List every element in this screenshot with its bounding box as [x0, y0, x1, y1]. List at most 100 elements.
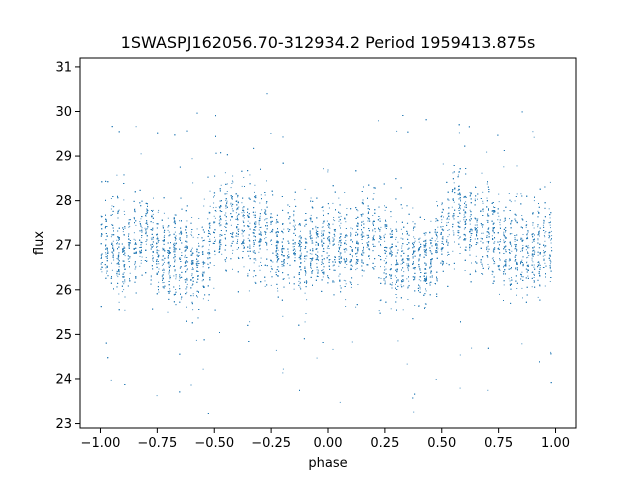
data-point — [379, 230, 381, 232]
data-point — [192, 182, 194, 184]
data-point — [545, 231, 547, 232]
data-point — [514, 244, 516, 246]
data-point — [539, 267, 541, 268]
data-point — [361, 243, 363, 244]
data-point — [299, 283, 301, 284]
data-point — [110, 379, 112, 381]
data-point — [339, 285, 341, 287]
data-point — [464, 206, 466, 208]
data-point — [174, 239, 176, 241]
data-point — [306, 280, 307, 282]
data-point — [258, 265, 260, 267]
data-point — [254, 229, 256, 231]
data-point — [174, 249, 176, 251]
data-point — [406, 278, 408, 280]
data-point — [459, 212, 461, 214]
scatter-points — [100, 93, 553, 414]
data-point — [316, 257, 318, 259]
data-point — [425, 290, 427, 292]
data-point — [487, 389, 489, 391]
data-point — [238, 228, 240, 230]
data-point — [497, 241, 499, 243]
data-point — [452, 189, 454, 191]
data-point — [548, 234, 550, 236]
data-point — [316, 230, 318, 232]
data-point — [247, 273, 249, 275]
data-point — [390, 308, 392, 310]
data-point — [550, 227, 551, 229]
data-point — [192, 295, 194, 297]
data-point — [161, 264, 163, 266]
data-point — [408, 266, 410, 267]
data-point — [310, 267, 312, 269]
data-point — [254, 184, 256, 186]
data-point — [218, 242, 220, 244]
data-point — [213, 221, 215, 223]
data-point — [175, 237, 176, 239]
data-point — [344, 262, 346, 264]
data-point — [542, 255, 544, 257]
data-point — [544, 240, 546, 242]
data-point — [186, 236, 188, 238]
data-point — [400, 237, 402, 239]
data-point — [510, 283, 512, 284]
data-point — [317, 271, 319, 273]
data-point — [491, 270, 493, 272]
data-point — [215, 210, 217, 212]
data-point — [539, 285, 541, 287]
data-point — [452, 172, 454, 174]
data-point — [157, 236, 159, 238]
data-point — [430, 263, 432, 265]
data-point — [508, 260, 510, 262]
data-point — [425, 239, 427, 241]
data-point — [309, 233, 311, 235]
data-point — [286, 257, 288, 259]
data-point — [254, 191, 255, 193]
data-point — [522, 263, 524, 265]
data-point — [146, 208, 148, 210]
data-point — [338, 197, 340, 199]
data-point — [201, 261, 203, 263]
data-point — [167, 253, 169, 254]
data-point — [328, 278, 330, 280]
data-point — [106, 235, 108, 237]
data-point — [386, 255, 388, 257]
data-point — [207, 263, 209, 265]
data-point — [220, 242, 222, 244]
data-point — [498, 193, 500, 195]
data-point — [310, 220, 312, 222]
data-point — [181, 232, 183, 234]
data-point — [521, 259, 523, 261]
data-point — [173, 251, 175, 253]
data-point — [156, 395, 158, 397]
data-point — [101, 271, 103, 273]
data-point — [550, 351, 552, 353]
data-point — [255, 223, 257, 225]
data-point — [202, 271, 204, 273]
data-point — [260, 261, 262, 263]
data-point — [384, 240, 386, 242]
data-point — [152, 213, 154, 215]
data-point — [220, 184, 222, 186]
data-point — [266, 249, 268, 251]
data-point — [191, 261, 193, 263]
data-point — [146, 223, 148, 225]
data-point — [476, 232, 478, 234]
data-point — [259, 240, 261, 241]
data-point — [459, 220, 461, 222]
data-point — [288, 253, 290, 255]
data-point — [185, 247, 187, 249]
data-point — [163, 282, 165, 283]
data-point — [237, 207, 239, 209]
data-point — [249, 222, 251, 224]
data-point — [420, 280, 422, 282]
data-point — [310, 238, 312, 240]
data-point — [435, 379, 437, 380]
data-point — [544, 254, 546, 256]
data-point — [266, 180, 267, 182]
data-point — [249, 244, 251, 246]
data-point — [174, 222, 176, 224]
data-point — [181, 252, 183, 254]
data-point — [389, 247, 391, 249]
data-point — [237, 215, 239, 217]
